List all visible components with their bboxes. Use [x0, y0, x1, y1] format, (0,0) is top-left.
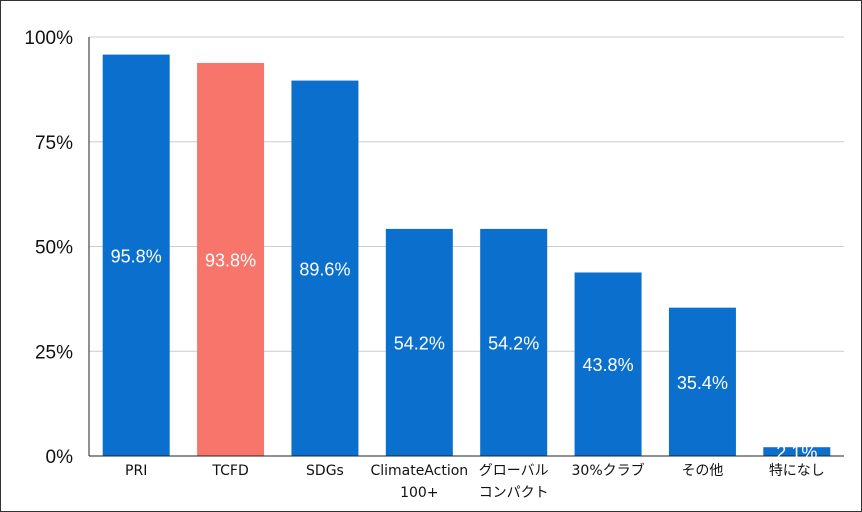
data-label: 35.4% [677, 373, 728, 393]
data-label: 95.8% [111, 246, 162, 266]
bar [480, 228, 548, 456]
labels: 0% 25% 50% 75% 100% 95.8% PRI 93.8% TCFD 89.6% SDG… [24, 28, 824, 501]
y-tick-label: 50% [35, 238, 73, 259]
x-tick-label: 100+ [400, 485, 438, 501]
x-tick-label: ClimateAction [370, 463, 468, 479]
data-label: 43.8% [583, 355, 634, 375]
bar [197, 62, 265, 457]
bars [102, 54, 831, 457]
data-label: 89.6% [299, 259, 350, 279]
x-tick-label: 30%クラブ [572, 462, 645, 479]
x-tick-label: SDGs [306, 463, 344, 479]
bar [385, 228, 453, 456]
y-tick-label: 100% [24, 28, 73, 49]
data-label: 54.2% [394, 333, 445, 353]
x-tick-label: その他 [681, 463, 723, 479]
bar [102, 54, 170, 457]
data-label: 2.1% [776, 443, 817, 463]
axes [88, 37, 844, 457]
x-tick-label: PRI [125, 463, 147, 479]
bar [291, 80, 359, 457]
y-tick-label: 75% [35, 133, 73, 154]
x-tick-label: グローバル [479, 463, 549, 479]
x-tick-label: 特になし [769, 463, 825, 479]
y-tick-label: 0% [46, 447, 74, 468]
x-tick-label: コンパクト [479, 485, 549, 501]
bar [763, 447, 831, 456]
bar [574, 272, 642, 456]
data-label: 93.8% [205, 250, 256, 270]
bar [668, 307, 736, 456]
x-tick-label: TCFD [211, 463, 248, 479]
y-tick-label: 25% [35, 342, 73, 363]
data-label: 54.2% [488, 333, 539, 353]
